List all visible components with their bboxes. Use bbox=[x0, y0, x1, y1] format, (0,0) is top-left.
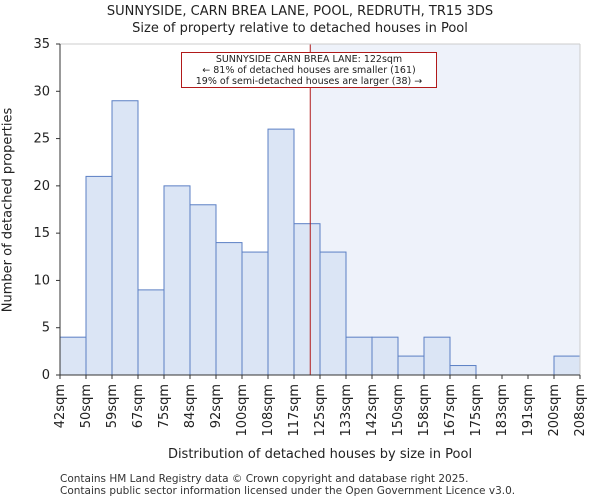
property-annotation-box: SUNNYSIDE CARN BREA LANE: 122sqm ← 81% o… bbox=[181, 52, 437, 88]
x-tick-label: 208sqm bbox=[573, 384, 588, 437]
y-axis-label: Number of detached properties bbox=[0, 107, 16, 313]
histogram-bar bbox=[111, 100, 139, 376]
x-tick-label: 175sqm bbox=[469, 384, 484, 437]
x-tick-label: 158sqm bbox=[417, 384, 432, 437]
x-tick-label: 200sqm bbox=[547, 384, 562, 437]
x-tick-label: 100sqm bbox=[235, 384, 250, 437]
chart-subtitle: Size of property relative to detached ho… bbox=[132, 21, 468, 36]
histogram-bar bbox=[423, 336, 451, 376]
histogram-bar bbox=[163, 185, 191, 376]
annotation-line-3: 19% of semi-detached houses are larger (… bbox=[195, 76, 423, 87]
histogram-bar bbox=[397, 355, 425, 376]
x-tick-label: 183sqm bbox=[495, 384, 510, 437]
y-tick-label: 15 bbox=[33, 226, 50, 241]
x-tick-label: 50sqm bbox=[79, 384, 94, 428]
histogram-bar bbox=[241, 251, 269, 376]
footer-copyright: Contains HM Land Registry data © Crown c… bbox=[60, 473, 469, 485]
histogram-bar bbox=[449, 365, 477, 376]
x-tick-label: 108sqm bbox=[261, 384, 276, 437]
y-tick-label: 5 bbox=[42, 321, 50, 336]
histogram-bar bbox=[267, 128, 295, 376]
histogram-bar bbox=[215, 242, 243, 376]
x-tick-label: 117sqm bbox=[287, 384, 302, 437]
x-tick-label: 142sqm bbox=[365, 384, 380, 437]
chart-title: SUNNYSIDE, CARN BREA LANE, POOL, REDRUTH… bbox=[106, 4, 494, 19]
x-tick-label: 75sqm bbox=[157, 384, 172, 428]
annotation-line-2: ← 81% of detached houses are smaller (16… bbox=[202, 65, 416, 76]
x-tick-label: 191sqm bbox=[521, 384, 536, 437]
x-tick-label: 133sqm bbox=[339, 384, 354, 437]
x-tick-label: 92sqm bbox=[209, 384, 224, 428]
y-tick-label: 20 bbox=[33, 179, 50, 194]
x-tick-label: 150sqm bbox=[391, 384, 406, 437]
larger-region-shading bbox=[310, 44, 580, 375]
histogram-bar bbox=[371, 336, 399, 376]
histogram-bar bbox=[59, 336, 87, 376]
x-tick-label: 67sqm bbox=[131, 384, 146, 428]
x-axis-label: Distribution of detached houses by size … bbox=[167, 447, 473, 462]
y-tick-label: 25 bbox=[33, 132, 50, 147]
x-tick-label: 59sqm bbox=[105, 384, 120, 428]
x-tick-label: 125sqm bbox=[313, 384, 328, 437]
histogram-bar bbox=[189, 204, 217, 376]
annotation-line-1: SUNNYSIDE CARN BREA LANE: 122sqm bbox=[215, 54, 403, 65]
y-tick-label: 35 bbox=[33, 37, 50, 52]
x-tick-label: 84sqm bbox=[183, 384, 198, 428]
y-tick-label: 10 bbox=[33, 273, 50, 288]
histogram-bar bbox=[137, 289, 165, 376]
histogram-bar bbox=[319, 251, 347, 376]
footer-licence: Contains public sector information licen… bbox=[60, 485, 516, 497]
histogram-bar bbox=[85, 175, 113, 376]
y-tick-label: 0 bbox=[42, 368, 50, 383]
x-tick-label: 42sqm bbox=[53, 384, 68, 428]
y-tick-label: 30 bbox=[33, 84, 50, 99]
x-tick-label: 167sqm bbox=[443, 384, 458, 437]
histogram-bar bbox=[553, 355, 581, 376]
histogram-bar bbox=[345, 336, 373, 376]
histogram-bar bbox=[293, 223, 321, 376]
